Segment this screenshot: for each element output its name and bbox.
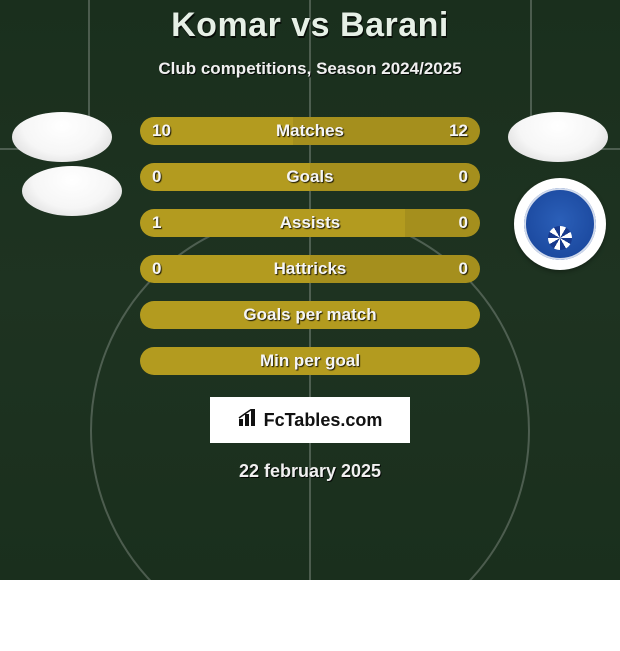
brand-badge: FcTables.com [210, 397, 410, 443]
date-label: 22 february 2025 [239, 461, 381, 482]
stat-bar-track [140, 347, 480, 375]
stat-bar-left-fill [140, 209, 405, 237]
brand-icon [238, 409, 260, 432]
stat-bar-row: Matches1012 [140, 117, 480, 145]
brand-text: FcTables.com [264, 410, 383, 431]
stat-bar-right-fill [293, 117, 480, 145]
stat-bar-row: Assists10 [140, 209, 480, 237]
stat-bar-track [140, 117, 480, 145]
stat-bar-row: Min per goal [140, 347, 480, 375]
stat-bar-track [140, 209, 480, 237]
stat-bar-right-fill [310, 163, 480, 191]
stat-bar-left-fill [140, 255, 310, 283]
stats-bars-container: Matches1012 Goals00 Assists10 Hattricks00 Go… [140, 117, 480, 375]
stat-bar-row: Goals00 [140, 163, 480, 191]
stat-bar-row: Goals per match [140, 301, 480, 329]
stat-bar-left-fill [140, 117, 293, 145]
page-title: Komar vs Barani [171, 6, 449, 45]
stat-bar-right-fill [405, 209, 480, 237]
stat-bar-track [140, 255, 480, 283]
main-content: Komar vs Barani Club competitions, Seaso… [0, 0, 620, 580]
stat-bar-left-fill [140, 347, 480, 375]
bar-chart-icon [238, 409, 260, 427]
stat-bar-left-fill [140, 163, 310, 191]
stat-bar-left-fill [140, 301, 480, 329]
stat-bar-track [140, 163, 480, 191]
stat-bar-track [140, 301, 480, 329]
stat-bar-right-fill [310, 255, 480, 283]
stat-bar-row: Hattricks00 [140, 255, 480, 283]
page-subtitle: Club competitions, Season 2024/2025 [158, 59, 461, 79]
